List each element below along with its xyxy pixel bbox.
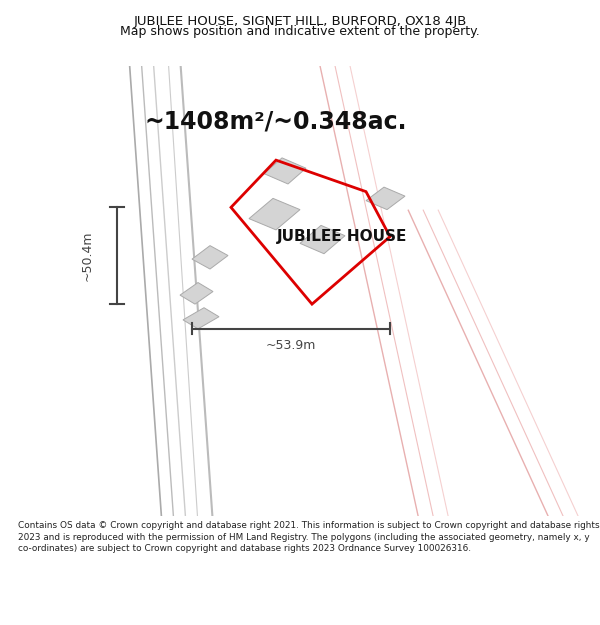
Polygon shape — [180, 282, 213, 304]
Polygon shape — [300, 226, 345, 254]
Text: ~50.4m: ~50.4m — [80, 230, 94, 281]
Text: JUBILEE HOUSE: JUBILEE HOUSE — [277, 229, 407, 244]
Text: ~53.9m: ~53.9m — [266, 339, 316, 352]
Text: ~1408m²/~0.348ac.: ~1408m²/~0.348ac. — [145, 110, 407, 134]
Polygon shape — [366, 187, 405, 209]
Text: Contains OS data © Crown copyright and database right 2021. This information is : Contains OS data © Crown copyright and d… — [18, 521, 599, 553]
Polygon shape — [183, 308, 219, 329]
Text: Map shows position and indicative extent of the property.: Map shows position and indicative extent… — [120, 25, 480, 38]
Polygon shape — [249, 198, 300, 230]
Text: JUBILEE HOUSE, SIGNET HILL, BURFORD, OX18 4JB: JUBILEE HOUSE, SIGNET HILL, BURFORD, OX1… — [133, 15, 467, 28]
Polygon shape — [264, 158, 306, 184]
Polygon shape — [192, 246, 228, 269]
